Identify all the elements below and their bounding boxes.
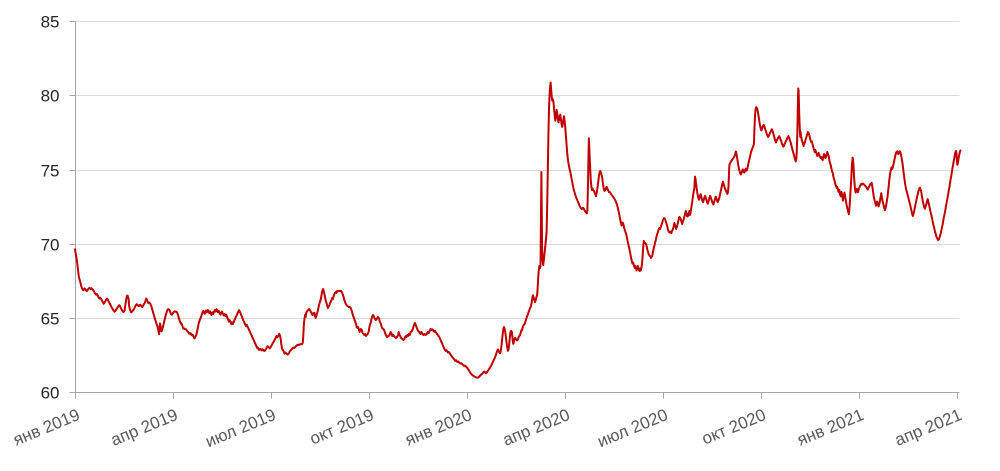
svg-text:янв 2019: янв 2019 xyxy=(10,405,82,449)
svg-text:85: 85 xyxy=(41,13,60,32)
svg-text:окт 2020: окт 2020 xyxy=(699,405,769,448)
svg-text:70: 70 xyxy=(41,236,60,255)
svg-text:июл 2019: июл 2019 xyxy=(203,405,279,451)
svg-text:65: 65 xyxy=(41,310,60,329)
svg-text:июл 2020: июл 2020 xyxy=(595,405,671,451)
svg-text:80: 80 xyxy=(41,87,60,106)
svg-text:апр 2019: апр 2019 xyxy=(108,405,181,450)
svg-text:апр 2021: апр 2021 xyxy=(892,405,965,450)
svg-text:окт 2019: окт 2019 xyxy=(307,405,377,448)
svg-text:60: 60 xyxy=(41,384,60,403)
svg-text:апр 2020: апр 2020 xyxy=(500,405,573,450)
svg-text:янв 2020: янв 2020 xyxy=(402,405,474,449)
svg-text:75: 75 xyxy=(41,162,60,181)
svg-text:янв 2021: янв 2021 xyxy=(794,405,866,449)
